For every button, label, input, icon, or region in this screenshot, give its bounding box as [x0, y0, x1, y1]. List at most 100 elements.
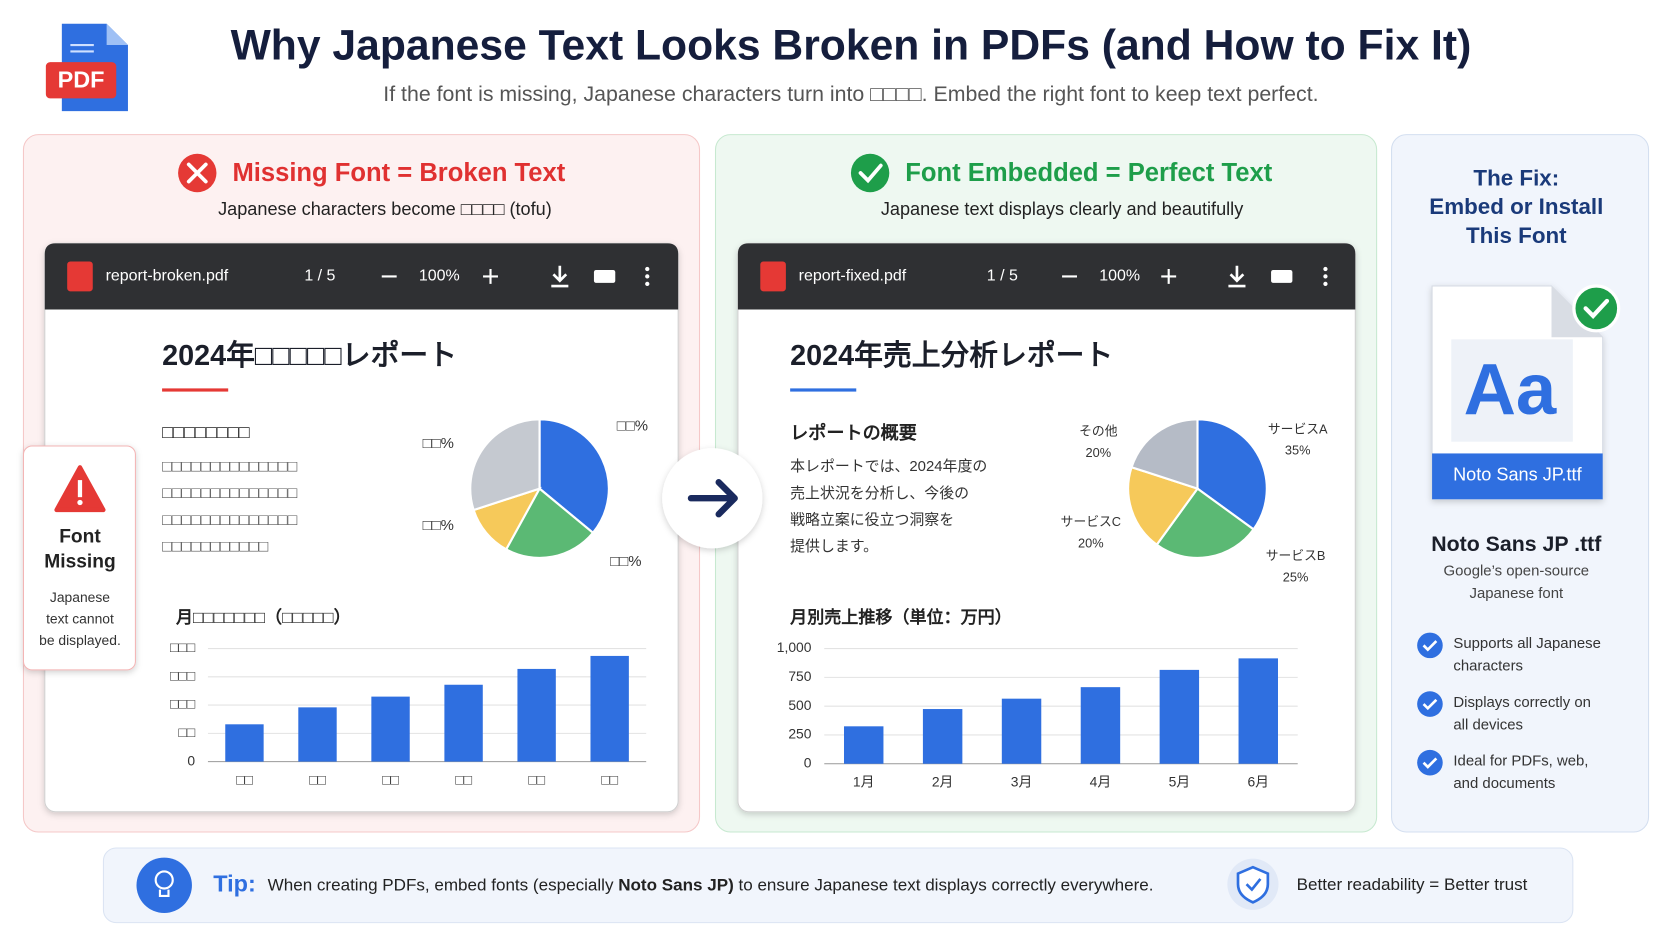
- menu-dot: [1323, 274, 1328, 279]
- download-button[interactable]: [551, 265, 569, 288]
- tip-bar: [102, 847, 1574, 924]
- y-tick-label: □□□: [170, 667, 196, 683]
- menu-dot: [1323, 281, 1328, 287]
- title: Why Japanese Text Looks Broken in PDFs (…: [231, 22, 1472, 70]
- check-icon: [850, 153, 890, 193]
- pie-label: その他: [1079, 423, 1118, 438]
- pie-slice: [538, 418, 610, 535]
- pie-label: サービスC: [1061, 514, 1121, 529]
- bar: [1001, 698, 1042, 764]
- tip-badge: Better readability = Better trust: [1297, 875, 1528, 894]
- zoom-level: 100%: [419, 268, 460, 285]
- bar: [517, 668, 556, 762]
- page-indicator: 1 / 5: [304, 268, 335, 285]
- pie-value-label: □□%: [610, 553, 641, 570]
- font-description: Japanese font: [1469, 585, 1564, 602]
- panel-heading: Font Embedded = Perfect Text: [905, 159, 1272, 187]
- viewer-toolbar: [737, 243, 1356, 310]
- pie-slice: [1155, 487, 1256, 559]
- check-mark: [1422, 757, 1438, 769]
- font-description: Google’s open-source: [1444, 563, 1590, 580]
- menu-dot[interactable]: [1323, 266, 1328, 272]
- font-glyph: Aa: [1464, 349, 1557, 430]
- bar: [922, 709, 963, 764]
- tip-text-after: to ensure Japanese text displays correct…: [734, 875, 1154, 894]
- paragraph-line: □□□□□□□□□□□: [162, 538, 269, 555]
- callout-text: be displayed.: [39, 632, 121, 648]
- callout-text: text cannot: [46, 610, 114, 626]
- x-tick-label: □□: [309, 771, 326, 787]
- bar: [843, 726, 884, 764]
- bar: [1159, 669, 1200, 764]
- check-mark: [1422, 698, 1438, 711]
- font-missing-callout: [22, 445, 136, 671]
- fix-heading: This Font: [1466, 223, 1567, 248]
- feature-text: Displays correctly on: [1453, 694, 1591, 711]
- y-tick-label: 750: [788, 668, 811, 684]
- pie-label: サービスB: [1266, 548, 1326, 563]
- check-mark: [1422, 640, 1438, 652]
- bulb-icon: [136, 857, 192, 914]
- bar: [298, 707, 337, 762]
- font-name: Noto Sans JP .ttf: [1431, 532, 1602, 556]
- paragraph-line: □□□□□□□□□□□□□□: [162, 485, 298, 502]
- callout-title: Font: [59, 527, 101, 548]
- feature-text: Ideal for PDFs, web,: [1453, 753, 1588, 770]
- title-underline: [790, 388, 857, 392]
- fix-heading: Embed or Install: [1429, 194, 1603, 219]
- pie-value-label: □□%: [423, 435, 454, 452]
- chart-title: 月□□□□□□□（□□□□□）: [175, 607, 351, 627]
- feature-text: all devices: [1453, 716, 1523, 733]
- zoom-in-button[interactable]: [1161, 268, 1177, 284]
- bar: [225, 724, 264, 762]
- pie-value-label: 20%: [1078, 535, 1104, 550]
- page-indicator: 1 / 5: [987, 268, 1018, 285]
- section-heading: □□□□□□□□: [162, 422, 250, 442]
- zoom-level: 100%: [1099, 268, 1140, 285]
- check-icon: [1417, 691, 1443, 717]
- pie-slice: [1196, 418, 1268, 531]
- icon-label: PDF: [58, 66, 105, 92]
- file-icon: [760, 261, 786, 292]
- y-tick-label: 500: [788, 697, 811, 713]
- filename: report-fixed.pdf: [799, 268, 907, 285]
- print-button[interactable]: [593, 270, 616, 283]
- feature-text: characters: [1453, 658, 1523, 675]
- title-underline: [162, 388, 229, 392]
- pdf-icon: [45, 23, 128, 112]
- bar: [590, 655, 629, 762]
- y-tick-label: 0: [804, 754, 812, 770]
- x-tick-label: □□: [528, 771, 545, 787]
- x-tick-label: □□: [455, 771, 472, 787]
- pie-value-label: □□%: [423, 517, 454, 534]
- check-icon: [1417, 749, 1443, 776]
- menu-dot[interactable]: [645, 266, 650, 272]
- font-file-icon: [1431, 284, 1621, 500]
- y-tick-label: 0: [187, 752, 195, 768]
- menu-dot: [645, 274, 650, 279]
- zoom-in-button[interactable]: [483, 268, 498, 284]
- panel-subheading: Japanese text displays clearly and beaut…: [881, 199, 1244, 219]
- feature-text: Supports all Japanese: [1453, 635, 1601, 652]
- error-icon: [178, 153, 217, 193]
- filename: report-broken.pdf: [106, 268, 229, 285]
- print-button[interactable]: [1271, 270, 1293, 283]
- bar: [444, 684, 483, 762]
- paragraph-line: 戦略立案に役立つ洞察を: [790, 511, 954, 529]
- file-icon: [67, 261, 93, 292]
- y-tick-label: □□: [178, 724, 195, 740]
- download-button[interactable]: [1228, 265, 1246, 288]
- x-tick-label: 2月: [932, 774, 954, 790]
- pie-slice: [1130, 418, 1199, 491]
- panel-heading: Missing Font = Broken Text: [232, 159, 565, 187]
- paragraph-line: □□□□□□□□□□□□□□: [162, 512, 298, 529]
- x-tick-label: 4月: [1090, 774, 1112, 790]
- tip-text-before: When creating PDFs, embed fonts (especia…: [268, 875, 619, 894]
- paragraph-line: 提供します。: [790, 538, 878, 555]
- y-tick-label: 250: [788, 726, 811, 742]
- arrow: [662, 448, 763, 549]
- tip-emphasis: Noto Sans JP): [618, 875, 734, 894]
- pie-value-label: 25%: [1283, 570, 1309, 585]
